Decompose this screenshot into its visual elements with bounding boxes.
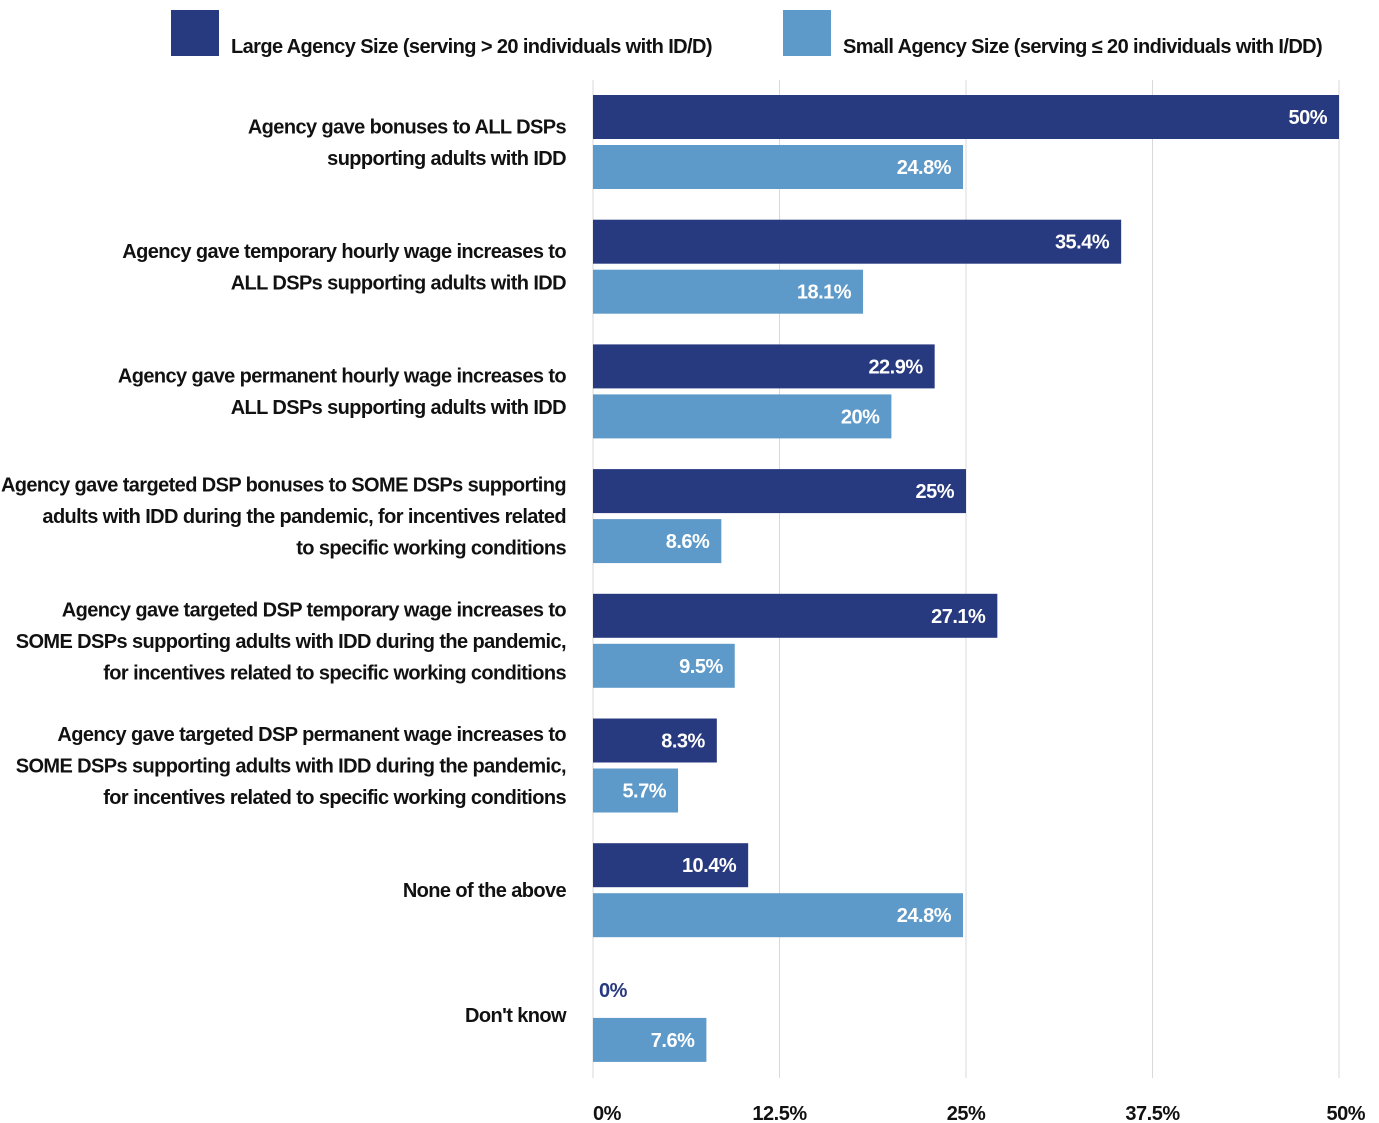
x-tick-label: 25% (947, 1103, 986, 1123)
category-label: Agency gave permanent hourly wage increa… (118, 366, 567, 388)
legend-swatch-small (783, 10, 831, 56)
category-label: Agency gave temporary hourly wage increa… (122, 241, 566, 263)
bar-large (593, 843, 749, 888)
bar-small (593, 768, 679, 813)
category-label: for incentives related to specific worki… (103, 787, 566, 809)
category-label: Don't know (465, 1005, 567, 1027)
category-label: for incentives related to specific worki… (103, 662, 566, 684)
data-label: 18.1% (797, 282, 852, 304)
category-label: adults with IDD during the pandemic, for… (42, 506, 566, 528)
data-label: 22.9% (868, 356, 923, 378)
bar-large (593, 95, 1339, 139)
bar-small (593, 145, 964, 189)
data-label: 27.1% (931, 606, 986, 628)
category-label: to specific working conditions (296, 538, 566, 560)
data-label: 9.5% (679, 656, 723, 678)
x-tick-label: 12.5% (752, 1103, 807, 1123)
data-label: 35.4% (1055, 232, 1110, 254)
bar-large (593, 469, 966, 514)
category-label: None of the above (403, 880, 567, 902)
x-tick-label: 50% (1326, 1103, 1365, 1123)
legend: Large Agency Size (serving > 20 individu… (0, 10, 1379, 58)
data-label: 24.8% (897, 905, 952, 927)
data-label: 24.8% (897, 157, 952, 179)
category-label: ALL DSPs supporting adults with IDD (231, 272, 566, 294)
legend-label-small: Small Agency Size (serving ≤ 20 individu… (843, 36, 1323, 58)
data-label: 25% (915, 481, 954, 503)
x-tick-label: 0% (593, 1103, 622, 1123)
bar-small (593, 394, 892, 439)
category-label: supporting adults with IDD (327, 148, 566, 170)
bar-small (593, 269, 864, 314)
legend-item-large: Large Agency Size (serving > 20 individu… (171, 10, 712, 59)
data-label: 20% (841, 406, 880, 428)
bar-large (593, 219, 1122, 264)
data-label: 8.3% (661, 731, 705, 753)
x-tick-label: 37.5% (1125, 1103, 1180, 1123)
data-label: 50% (1288, 107, 1327, 129)
legend-label-large: Large Agency Size (serving > 20 individu… (231, 36, 712, 58)
legend-item-small: Small Agency Size (serving ≤ 20 individu… (783, 10, 1323, 59)
data-label: 10.4% (682, 855, 737, 877)
category-label: Agency gave targeted DSP temporary wage … (62, 599, 567, 621)
data-label: 0% (599, 980, 628, 1002)
legend-swatch-large (171, 10, 219, 56)
bar-small (593, 1017, 707, 1062)
category-label: ALL DSPs supporting adults with IDD (231, 397, 566, 419)
bar-small (593, 893, 964, 938)
bar-large (593, 593, 998, 638)
bar-small (593, 643, 735, 688)
category-label: Agency gave targeted DSP bonuses to SOME… (1, 475, 566, 497)
bar-large (593, 718, 717, 763)
category-label: Agency gave targeted DSP permanent wage … (57, 724, 566, 746)
bar-small (593, 519, 722, 564)
data-label: 5.7% (622, 781, 666, 803)
category-label: Agency gave bonuses to ALL DSPs (248, 116, 567, 138)
category-label: SOME DSPs supporting adults with IDD dur… (16, 756, 566, 778)
data-label: 8.6% (666, 531, 710, 553)
data-label: 7.6% (651, 1030, 695, 1052)
bar-large (593, 344, 935, 389)
category-label: SOME DSPs supporting adults with IDD dur… (16, 631, 566, 653)
